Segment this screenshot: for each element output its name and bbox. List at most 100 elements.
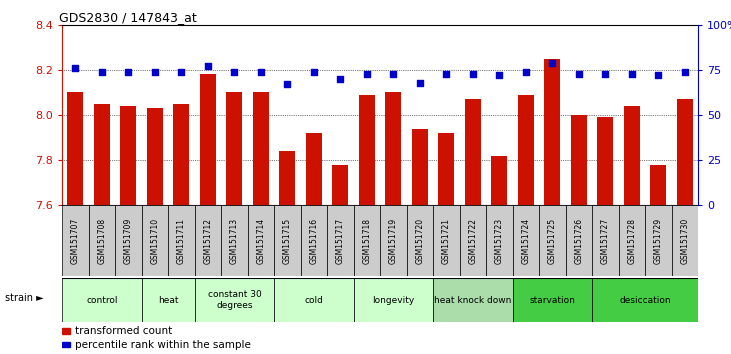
Text: GSM151708: GSM151708 bbox=[97, 218, 107, 264]
Bar bbox=[173, 104, 189, 205]
Text: heat knock down: heat knock down bbox=[434, 296, 512, 304]
Point bbox=[387, 71, 399, 76]
Point bbox=[547, 60, 558, 65]
Bar bbox=[62, 342, 70, 348]
Text: control: control bbox=[86, 296, 118, 304]
Bar bbox=[274, 205, 300, 276]
Text: GSM151716: GSM151716 bbox=[309, 218, 319, 264]
Bar bbox=[539, 205, 566, 276]
Bar bbox=[624, 106, 640, 205]
Text: GSM151711: GSM151711 bbox=[177, 218, 186, 264]
Bar bbox=[571, 115, 587, 205]
Bar bbox=[121, 106, 136, 205]
Point bbox=[202, 63, 213, 69]
Bar bbox=[439, 133, 454, 205]
Bar bbox=[62, 205, 88, 276]
Bar bbox=[274, 278, 354, 322]
Text: GSM151723: GSM151723 bbox=[495, 218, 504, 264]
Bar bbox=[465, 99, 481, 205]
Point bbox=[599, 71, 611, 76]
Point bbox=[520, 69, 531, 75]
Bar bbox=[354, 205, 380, 276]
Text: strain ►: strain ► bbox=[5, 293, 44, 303]
Text: GSM151726: GSM151726 bbox=[575, 218, 583, 264]
Point bbox=[626, 71, 637, 76]
Text: longevity: longevity bbox=[372, 296, 414, 304]
Point bbox=[175, 69, 187, 75]
Bar bbox=[460, 205, 486, 276]
Bar bbox=[406, 205, 433, 276]
Text: GSM151728: GSM151728 bbox=[627, 218, 637, 264]
Bar bbox=[512, 278, 592, 322]
Bar bbox=[433, 278, 512, 322]
Text: GSM151729: GSM151729 bbox=[654, 218, 663, 264]
Bar bbox=[147, 108, 163, 205]
Text: percentile rank within the sample: percentile rank within the sample bbox=[75, 340, 251, 350]
Text: desiccation: desiccation bbox=[619, 296, 671, 304]
Bar bbox=[651, 165, 667, 205]
Point bbox=[493, 73, 505, 78]
Bar bbox=[354, 278, 433, 322]
Text: starvation: starvation bbox=[529, 296, 575, 304]
Bar bbox=[142, 205, 168, 276]
Text: GSM151727: GSM151727 bbox=[601, 218, 610, 264]
Text: GSM151725: GSM151725 bbox=[548, 218, 557, 264]
Bar bbox=[618, 205, 645, 276]
Text: constant 30
degrees: constant 30 degrees bbox=[208, 290, 261, 310]
Bar bbox=[412, 129, 428, 205]
Bar bbox=[253, 92, 269, 205]
Point bbox=[414, 80, 425, 85]
Bar bbox=[306, 133, 322, 205]
Bar bbox=[359, 95, 375, 205]
Bar bbox=[592, 205, 618, 276]
Bar bbox=[279, 151, 295, 205]
Text: GSM151714: GSM151714 bbox=[257, 218, 265, 264]
Point bbox=[229, 69, 240, 75]
Point bbox=[255, 69, 267, 75]
Point bbox=[69, 65, 81, 71]
Bar bbox=[566, 205, 592, 276]
Point bbox=[123, 69, 135, 75]
Bar bbox=[333, 165, 348, 205]
Point bbox=[573, 71, 585, 76]
Text: cold: cold bbox=[304, 296, 323, 304]
Bar bbox=[327, 205, 354, 276]
Bar bbox=[248, 205, 274, 276]
Bar bbox=[385, 92, 401, 205]
Point bbox=[679, 69, 691, 75]
Text: GSM151721: GSM151721 bbox=[442, 218, 451, 264]
Bar bbox=[512, 205, 539, 276]
Text: GSM151713: GSM151713 bbox=[230, 218, 239, 264]
Text: GSM151722: GSM151722 bbox=[469, 218, 477, 264]
Point bbox=[281, 81, 293, 87]
Text: GSM151730: GSM151730 bbox=[681, 218, 689, 264]
Point bbox=[149, 69, 161, 75]
Text: GSM151715: GSM151715 bbox=[283, 218, 292, 264]
Text: GSM151724: GSM151724 bbox=[521, 218, 531, 264]
Bar bbox=[433, 205, 460, 276]
Text: GDS2830 / 147843_at: GDS2830 / 147843_at bbox=[59, 11, 197, 24]
Bar bbox=[88, 205, 115, 276]
Text: GSM151712: GSM151712 bbox=[203, 218, 213, 264]
Point bbox=[335, 76, 346, 82]
Text: transformed count: transformed count bbox=[75, 326, 173, 336]
Point bbox=[96, 69, 107, 75]
Text: GSM151717: GSM151717 bbox=[336, 218, 345, 264]
Bar bbox=[62, 329, 70, 334]
Bar bbox=[380, 205, 406, 276]
Bar bbox=[518, 95, 534, 205]
Point bbox=[441, 71, 452, 76]
Text: heat: heat bbox=[158, 296, 178, 304]
Bar bbox=[200, 74, 216, 205]
Bar bbox=[645, 205, 672, 276]
Bar bbox=[115, 205, 142, 276]
Text: GSM151719: GSM151719 bbox=[389, 218, 398, 264]
Bar bbox=[142, 278, 194, 322]
Point bbox=[467, 71, 479, 76]
Bar bbox=[545, 59, 561, 205]
Bar bbox=[221, 205, 248, 276]
Bar bbox=[194, 205, 221, 276]
Point bbox=[308, 69, 319, 75]
Text: GSM151707: GSM151707 bbox=[71, 218, 80, 264]
Bar bbox=[168, 205, 194, 276]
